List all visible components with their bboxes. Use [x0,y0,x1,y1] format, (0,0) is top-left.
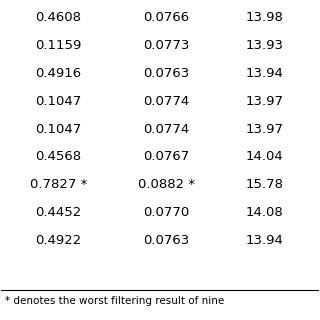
Text: 0.0773: 0.0773 [143,39,189,52]
Text: 0.0763: 0.0763 [143,234,189,247]
Text: 0.4452: 0.4452 [36,206,82,219]
Text: 0.0770: 0.0770 [143,206,189,219]
Text: 13.97: 13.97 [246,95,284,108]
Text: 0.0774: 0.0774 [143,95,189,108]
Text: 0.1047: 0.1047 [36,123,82,136]
Text: 0.1047: 0.1047 [36,95,82,108]
Text: 13.94: 13.94 [246,234,284,247]
Text: 13.98: 13.98 [246,11,284,24]
Text: 0.0763: 0.0763 [143,67,189,80]
Text: 13.93: 13.93 [246,39,284,52]
Text: * denotes the worst filtering result of nine: * denotes the worst filtering result of … [4,296,224,306]
Text: 0.7827 *: 0.7827 * [30,178,87,191]
Text: 14.08: 14.08 [246,206,284,219]
Text: 0.4922: 0.4922 [36,234,82,247]
Text: 0.0766: 0.0766 [143,11,189,24]
Text: 15.78: 15.78 [246,178,284,191]
Text: 13.94: 13.94 [246,67,284,80]
Text: 0.0767: 0.0767 [143,150,189,164]
Text: 0.4608: 0.4608 [36,11,82,24]
Text: 0.4916: 0.4916 [36,67,82,80]
Text: 13.97: 13.97 [246,123,284,136]
Text: 0.1159: 0.1159 [35,39,82,52]
Text: 14.04: 14.04 [246,150,284,164]
Text: 0.0882 *: 0.0882 * [138,178,195,191]
Text: 0.0774: 0.0774 [143,123,189,136]
Text: 0.4568: 0.4568 [36,150,82,164]
